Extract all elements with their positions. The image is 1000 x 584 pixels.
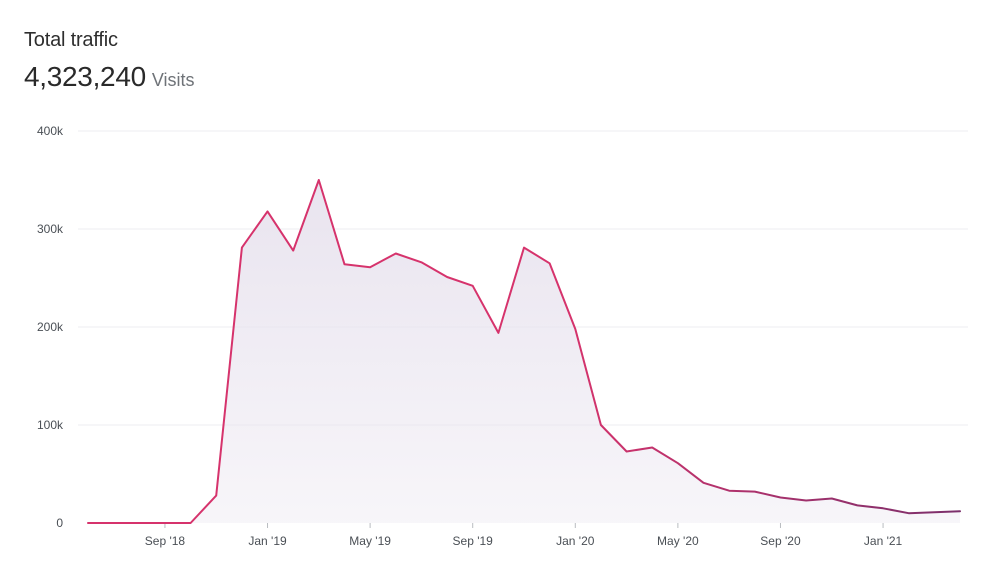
traffic-area bbox=[88, 180, 960, 523]
data-point bbox=[881, 506, 886, 511]
y-tick-label: 400k bbox=[37, 124, 64, 138]
data-point bbox=[522, 245, 527, 250]
data-point bbox=[214, 493, 219, 498]
data-point bbox=[86, 521, 91, 526]
data-point bbox=[675, 461, 680, 466]
data-point bbox=[932, 510, 937, 515]
x-tick-label: Sep '19 bbox=[453, 534, 494, 548]
total-visits: 4,323,240 Visits bbox=[24, 60, 195, 99]
x-tick-label: May '19 bbox=[349, 534, 391, 548]
data-point bbox=[445, 275, 450, 280]
y-tick-label: 300k bbox=[37, 222, 64, 236]
traffic-summary: Total traffic 4,323,240 Visits bbox=[24, 26, 195, 99]
data-point bbox=[162, 521, 167, 526]
x-tick-label: Sep '18 bbox=[145, 534, 186, 548]
data-point bbox=[368, 265, 373, 270]
data-point bbox=[727, 488, 732, 493]
data-point bbox=[573, 327, 578, 332]
data-point bbox=[393, 251, 398, 256]
data-point bbox=[342, 262, 347, 267]
data-point bbox=[958, 509, 963, 514]
data-point bbox=[111, 521, 116, 526]
traffic-series-line bbox=[87, 179, 961, 524]
total-visits-unit: Visits bbox=[151, 70, 195, 90]
data-point bbox=[291, 248, 296, 253]
data-point bbox=[598, 423, 603, 428]
x-tick-label: Jan '19 bbox=[248, 534, 287, 548]
data-point bbox=[470, 283, 475, 288]
data-point bbox=[701, 480, 706, 485]
data-point bbox=[188, 521, 193, 526]
data-point bbox=[316, 178, 321, 183]
x-tick-label: Sep '20 bbox=[760, 534, 801, 548]
data-point bbox=[804, 498, 809, 503]
data-point bbox=[624, 449, 629, 454]
data-point bbox=[829, 496, 834, 501]
y-tick-label: 0 bbox=[56, 516, 63, 530]
total-visits-value: 4,323,240 bbox=[24, 61, 146, 92]
x-axis: Sep '18 Jan '19 May '19 Sep '19 Jan '20 May '… bbox=[145, 523, 903, 548]
data-point bbox=[778, 495, 783, 500]
x-tick-label: Jan '21 bbox=[864, 534, 903, 548]
data-point bbox=[265, 209, 270, 214]
y-tick-label: 100k bbox=[37, 418, 64, 432]
data-point bbox=[906, 511, 911, 516]
x-tick-label: Jan '20 bbox=[556, 534, 595, 548]
x-tick-label: May '20 bbox=[657, 534, 699, 548]
data-point bbox=[419, 260, 424, 265]
data-point bbox=[239, 245, 244, 250]
data-point bbox=[496, 330, 501, 335]
data-point bbox=[855, 503, 860, 508]
data-point bbox=[137, 521, 142, 526]
data-point bbox=[547, 261, 552, 266]
chart-title: Total traffic bbox=[24, 29, 118, 51]
data-point bbox=[752, 489, 757, 494]
y-tick-label: 200k bbox=[37, 320, 64, 334]
y-axis: 0 100k 200k 300k 400k bbox=[37, 124, 64, 530]
data-point bbox=[650, 445, 655, 450]
